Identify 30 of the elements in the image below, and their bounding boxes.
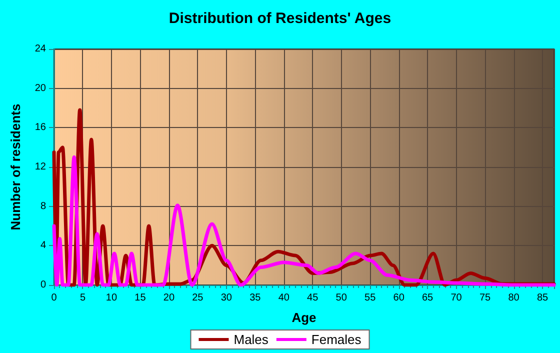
x-tick-label: 60	[393, 292, 405, 304]
y-tick-label: 16	[34, 122, 46, 134]
y-tick-label: 20	[34, 82, 46, 94]
x-axis-title: Age	[292, 310, 316, 325]
y-axis-title: Number of residents	[8, 104, 23, 230]
legend-label: Males	[234, 332, 269, 347]
x-tick-label: 70	[450, 292, 462, 304]
x-tick-label: 65	[422, 292, 434, 304]
x-tick-label: 10	[106, 292, 118, 304]
legend-label: Females	[311, 332, 362, 347]
y-tick-label: 4	[40, 240, 46, 252]
x-tick-label: 35	[250, 292, 262, 304]
x-tick-label: 5	[80, 292, 86, 304]
x-tick-label: 45	[307, 292, 319, 304]
x-tick-label: 0	[51, 292, 58, 304]
y-tick-label: 24	[34, 44, 46, 54]
x-tick-label: 50	[336, 292, 348, 304]
y-tick-label: 12	[34, 162, 46, 172]
y-tick-label: 8	[40, 200, 46, 212]
y-tick-label: 0	[40, 280, 46, 290]
chart-title: Distribution of Residents' Ages	[168, 10, 392, 27]
x-tick-label: 15	[134, 292, 146, 304]
x-tick-label: 40	[278, 292, 290, 304]
x-tick-label: 20	[163, 292, 175, 304]
x-tick-label: 25	[192, 292, 204, 304]
x-tick-label: 30	[220, 292, 232, 304]
x-tick-label: 75	[479, 292, 492, 304]
x-tick-label: 80	[508, 292, 520, 304]
x-tick-label: 55	[364, 292, 376, 304]
x-tick-label: 85	[536, 292, 549, 304]
